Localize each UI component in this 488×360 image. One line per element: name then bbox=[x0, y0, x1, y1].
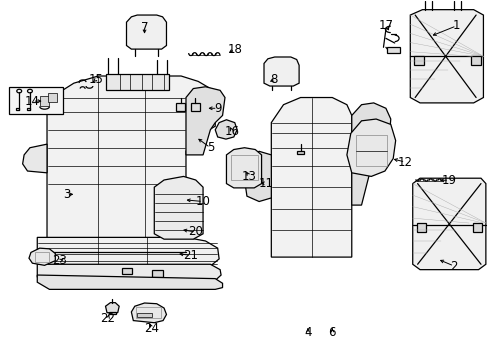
Text: 16: 16 bbox=[224, 125, 239, 138]
Polygon shape bbox=[412, 178, 485, 270]
Polygon shape bbox=[37, 237, 219, 266]
Bar bbox=[470, 56, 480, 65]
Bar bbox=[152, 270, 162, 277]
Polygon shape bbox=[131, 303, 166, 323]
Text: 24: 24 bbox=[144, 322, 159, 335]
Bar bbox=[16, 108, 19, 110]
Text: 10: 10 bbox=[195, 195, 210, 208]
Polygon shape bbox=[126, 15, 166, 49]
Polygon shape bbox=[37, 275, 222, 289]
Bar bbox=[176, 103, 184, 111]
Polygon shape bbox=[154, 176, 203, 239]
Polygon shape bbox=[215, 120, 237, 139]
Polygon shape bbox=[185, 87, 224, 155]
Text: 19: 19 bbox=[441, 174, 456, 186]
Bar bbox=[297, 150, 304, 154]
Text: 3: 3 bbox=[62, 188, 70, 201]
Polygon shape bbox=[271, 98, 351, 257]
Bar bbox=[9, 87, 63, 114]
Text: 9: 9 bbox=[213, 102, 221, 115]
Bar bbox=[190, 103, 199, 111]
Text: 7: 7 bbox=[141, 21, 148, 34]
Text: 11: 11 bbox=[259, 177, 273, 190]
Polygon shape bbox=[409, 10, 483, 103]
Text: 13: 13 bbox=[242, 170, 256, 183]
Bar bbox=[137, 313, 152, 317]
Bar bbox=[122, 267, 132, 274]
Bar bbox=[48, 93, 57, 102]
Polygon shape bbox=[243, 151, 271, 202]
Text: 18: 18 bbox=[227, 42, 242, 55]
Text: 2: 2 bbox=[449, 260, 457, 273]
Text: 12: 12 bbox=[397, 156, 412, 168]
Polygon shape bbox=[29, 248, 55, 265]
Polygon shape bbox=[37, 264, 221, 280]
Bar bbox=[413, 56, 423, 65]
Bar bbox=[136, 307, 160, 318]
Polygon shape bbox=[226, 148, 261, 188]
Polygon shape bbox=[47, 76, 215, 252]
Text: 22: 22 bbox=[100, 311, 115, 325]
Bar bbox=[105, 74, 168, 90]
Text: 20: 20 bbox=[188, 225, 203, 238]
Polygon shape bbox=[22, 144, 47, 173]
Text: 17: 17 bbox=[378, 19, 393, 32]
Bar bbox=[472, 223, 482, 232]
Text: 15: 15 bbox=[88, 73, 103, 86]
Bar bbox=[230, 155, 257, 180]
Bar bbox=[355, 135, 386, 166]
Text: 21: 21 bbox=[183, 249, 198, 262]
Bar bbox=[109, 312, 116, 315]
Text: 14: 14 bbox=[25, 95, 40, 108]
Polygon shape bbox=[105, 303, 119, 313]
Bar bbox=[40, 96, 49, 107]
Bar bbox=[416, 223, 426, 232]
Text: 5: 5 bbox=[206, 141, 214, 154]
Text: 8: 8 bbox=[269, 73, 277, 86]
Bar bbox=[27, 108, 30, 110]
Text: 23: 23 bbox=[52, 254, 66, 267]
Polygon shape bbox=[346, 119, 395, 176]
Bar bbox=[386, 47, 399, 53]
Polygon shape bbox=[351, 103, 390, 205]
Polygon shape bbox=[264, 57, 299, 86]
Bar bbox=[35, 252, 49, 262]
Text: 1: 1 bbox=[452, 19, 459, 32]
Text: 6: 6 bbox=[328, 326, 335, 339]
Text: 4: 4 bbox=[304, 326, 311, 339]
